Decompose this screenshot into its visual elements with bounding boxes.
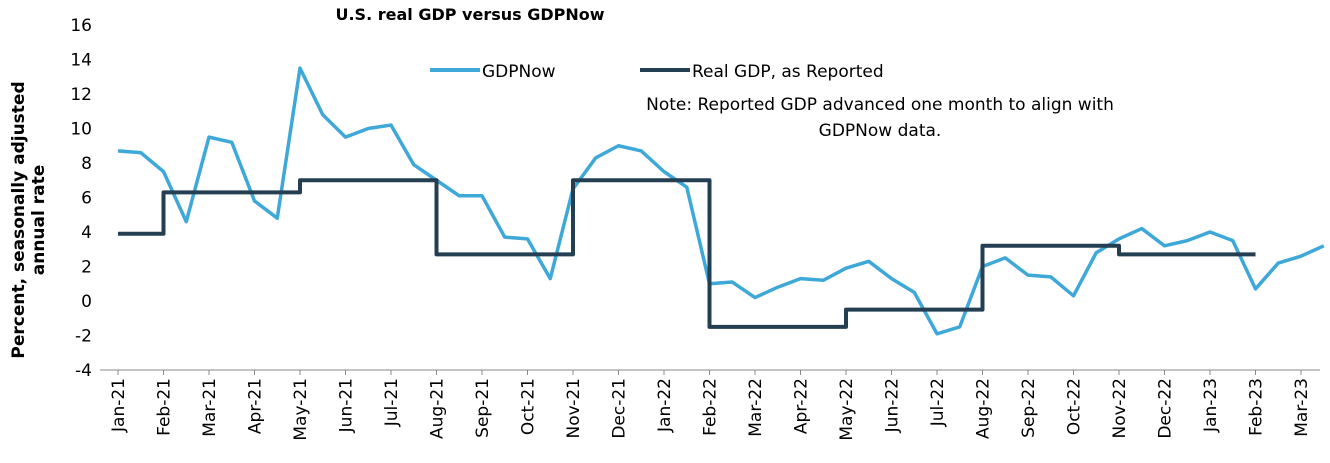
- x-tick-label: Jan-23: [1201, 378, 1221, 433]
- x-tick-label: Oct-21: [519, 378, 539, 435]
- x-tick-label: Oct-22: [1065, 378, 1085, 435]
- y-tick-label: 0: [81, 292, 92, 312]
- y-tick-label: 14: [70, 51, 92, 71]
- y-tick-label: -2: [75, 327, 92, 347]
- x-tick-label: Jun-21: [337, 378, 357, 433]
- x-tick-label: Feb-21: [155, 378, 175, 436]
- y-tick-label: 4: [81, 223, 92, 243]
- x-tick-label: Jan-21: [109, 378, 129, 433]
- y-tick-label: 8: [81, 154, 92, 174]
- x-tick-label: May-22: [837, 378, 857, 441]
- y-axis-label: Percent, seasonally adjusted: [9, 81, 29, 358]
- y-axis-label: annual rate: [29, 165, 49, 276]
- y-tick-label: 10: [70, 120, 92, 140]
- x-tick-label: Aug-22: [974, 378, 994, 439]
- series-line: [118, 178, 1256, 329]
- x-tick-label: Sep-22: [1019, 378, 1039, 438]
- note: GDPNow data.: [819, 121, 942, 141]
- x-tick-label: Mar-21: [200, 378, 220, 437]
- x-tick-label: Apr-21: [246, 378, 266, 434]
- note: Note: Reported GDP advanced one month to…: [646, 95, 1114, 115]
- legend-label: Real GDP, as Reported: [692, 62, 884, 82]
- y-tick-label: 6: [81, 189, 92, 209]
- x-tick-label: Mar-23: [1292, 378, 1312, 437]
- x-tick-label: Jul-22: [928, 378, 948, 427]
- y-tick-label: 2: [81, 258, 92, 278]
- y-tick-label: -4: [75, 361, 92, 381]
- x-tick-label: Feb-23: [1247, 378, 1267, 436]
- x-tick-label: Dec-21: [610, 378, 630, 439]
- x-tick-label: Aug-21: [428, 378, 448, 439]
- chart-title: U.S. real GDP versus GDPNow: [335, 5, 604, 24]
- x-tick-label: Mar-22: [746, 378, 766, 437]
- x-tick-label: May-21: [291, 378, 311, 441]
- y-tick-label: 16: [70, 16, 92, 36]
- x-tick-label: Jun-22: [883, 378, 903, 433]
- legend-label: GDPNow: [482, 62, 556, 82]
- series-line: [117, 66, 1325, 336]
- x-tick-label: Jan-22: [655, 378, 675, 433]
- x-tick-label: Nov-22: [1110, 378, 1130, 439]
- x-tick-label: Dec-22: [1156, 378, 1176, 439]
- x-tick-label: Jul-21: [382, 378, 402, 427]
- x-tick-label: Feb-22: [701, 378, 721, 436]
- x-tick-label: Sep-21: [473, 378, 493, 438]
- x-tick-label: Apr-22: [792, 378, 812, 434]
- x-tick-label: Nov-21: [564, 378, 584, 439]
- y-tick-label: 12: [70, 85, 92, 105]
